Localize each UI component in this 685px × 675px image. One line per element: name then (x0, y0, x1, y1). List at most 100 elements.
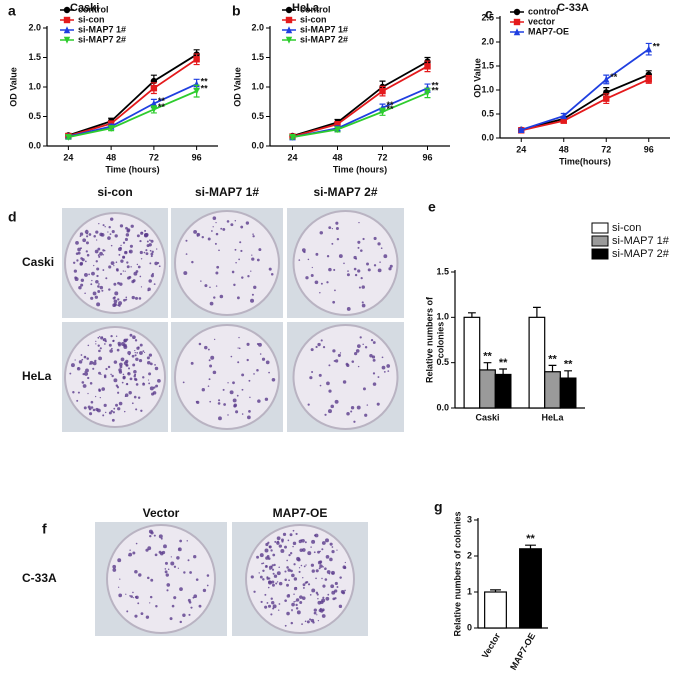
colony (288, 579, 290, 582)
colony (360, 276, 363, 280)
colony (97, 254, 100, 257)
colony (326, 570, 331, 574)
colony (236, 394, 239, 397)
colony (126, 261, 129, 264)
colony (350, 406, 355, 410)
panel-letter: f (42, 521, 47, 537)
colony (207, 348, 210, 351)
colony (129, 377, 133, 381)
column-label: si-MAP7 1# (195, 185, 259, 199)
colony (302, 586, 305, 589)
colony (262, 569, 265, 573)
colony (107, 365, 111, 369)
colony (311, 539, 316, 544)
colony (278, 544, 282, 548)
colony (88, 407, 92, 411)
colony (97, 290, 101, 293)
colony (310, 348, 314, 352)
colony (277, 609, 280, 611)
colony (190, 361, 194, 365)
colony (86, 357, 89, 360)
colony (346, 411, 350, 416)
colony (120, 259, 124, 263)
colony (137, 602, 140, 605)
colony (91, 271, 95, 276)
colony (118, 586, 120, 588)
colony (302, 583, 306, 587)
colony (120, 357, 125, 362)
y-tick-label: 0.0 (481, 132, 494, 142)
colony (324, 413, 327, 416)
colony (310, 273, 314, 277)
colony (357, 240, 361, 244)
colony (139, 343, 143, 347)
colony (201, 235, 204, 239)
colony (133, 271, 138, 276)
colony (267, 557, 271, 560)
colony (261, 357, 266, 361)
colony (78, 285, 82, 290)
colony (121, 381, 124, 384)
colony (362, 343, 364, 346)
colony (307, 258, 310, 261)
colony (118, 253, 121, 256)
marker (150, 99, 158, 107)
colony (322, 584, 326, 588)
colony (102, 337, 107, 342)
colony (258, 248, 262, 252)
y-tick-label: 0.5 (436, 357, 449, 367)
colony (315, 252, 319, 256)
colony (334, 581, 338, 586)
marker (289, 133, 296, 141)
colony (125, 233, 130, 237)
colony (227, 382, 229, 384)
colony (306, 620, 310, 624)
colony (253, 373, 255, 375)
colony (296, 610, 301, 615)
colony (293, 563, 296, 566)
colony (234, 220, 237, 222)
series (289, 56, 431, 140)
x-axis-label: Time (hours) (333, 164, 387, 174)
colony (129, 333, 133, 337)
colony (134, 351, 136, 354)
legend-swatch (591, 222, 609, 234)
colony (322, 596, 325, 599)
colony (213, 338, 216, 341)
colony (134, 349, 136, 352)
colony (82, 384, 87, 388)
colony (140, 286, 143, 288)
colony (77, 391, 80, 394)
colony (154, 363, 156, 366)
panel-letter: a (8, 3, 16, 19)
colony (259, 553, 264, 558)
colony (335, 221, 339, 225)
colony (139, 239, 142, 243)
legend-label: control (78, 4, 109, 14)
colony (69, 372, 72, 375)
colony (123, 298, 126, 302)
colony (80, 257, 83, 260)
colony (131, 295, 135, 300)
colony (291, 609, 293, 612)
marker (379, 87, 386, 95)
colony (108, 265, 112, 269)
colony (135, 383, 139, 386)
colony (212, 226, 214, 228)
y-axis-label: Relative numbers of (424, 296, 434, 383)
colony (301, 538, 305, 543)
colony (218, 416, 222, 421)
colony (102, 249, 105, 252)
y-tick-label: 1.0 (251, 81, 264, 91)
marker (603, 95, 610, 102)
colony (93, 235, 96, 238)
colony (367, 268, 371, 272)
colony (117, 558, 122, 563)
y-tick-label: 1 (467, 586, 472, 596)
colony (129, 250, 131, 253)
colony (215, 222, 217, 224)
colony (300, 564, 303, 567)
colony (110, 244, 113, 247)
colony (134, 296, 139, 300)
colony (96, 408, 101, 413)
